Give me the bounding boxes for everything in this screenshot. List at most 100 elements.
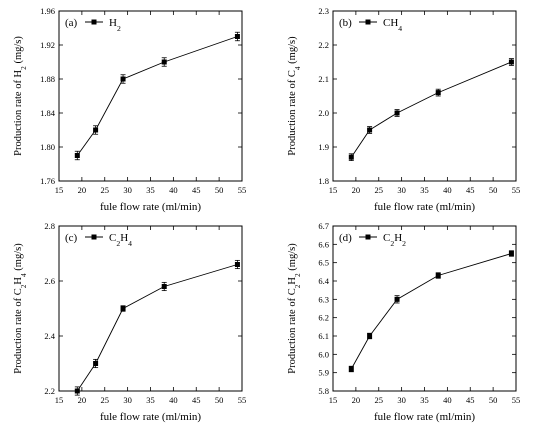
x-tick-label: 25 — [375, 185, 384, 195]
x-axis-label: fule flow rate (ml/min) — [100, 411, 201, 423]
data-point — [93, 127, 99, 133]
x-tick-label: 45 — [466, 395, 475, 405]
x-tick-label: 25 — [375, 395, 384, 405]
y-axis-label: Production rate of C2H2 (mg/s) — [287, 243, 302, 374]
data-point — [120, 306, 126, 311]
x-tick-label: 35 — [420, 395, 429, 405]
plot-frame — [332, 10, 517, 182]
x-tick-label: 20 — [352, 185, 361, 195]
data-point — [508, 59, 514, 65]
x-tick-label: 15 — [329, 395, 338, 405]
data-point — [367, 333, 373, 339]
y-tick-label: 2.0 — [318, 108, 329, 118]
x-tick-label: 30 — [123, 395, 132, 405]
plot-frame — [58, 10, 243, 182]
data-point — [435, 273, 441, 278]
legend-marker — [91, 234, 97, 240]
y-tick-label: 2.1 — [318, 74, 329, 84]
legend-label: H2 — [109, 17, 121, 33]
y-tick-label: 2.2 — [44, 386, 55, 396]
series-line — [76, 36, 238, 156]
x-tick-label: 40 — [169, 185, 178, 195]
y-tick-label: 6.3 — [318, 294, 329, 304]
data-point — [348, 154, 354, 160]
legend-label: CH4 — [383, 17, 402, 33]
x-tick-label: 45 — [192, 395, 201, 405]
chart-panel: 15 20 25 30 35 40 45 50 55 5.8 5.9 6.0 6.1 6.2 6.3 6.4 6… — [287, 221, 520, 423]
x-axis-label: fule flow rate (ml/min) — [374, 411, 475, 423]
y-tick-label: 2.4 — [44, 331, 55, 341]
legend-label: C2H4 — [109, 232, 132, 248]
y-tick-label: 1.88 — [40, 74, 55, 84]
legend-marker — [91, 19, 97, 25]
data-point — [367, 127, 373, 133]
y-tick-label: 1.92 — [40, 40, 55, 50]
x-tick-label: 45 — [192, 185, 201, 195]
x-tick-label: 50 — [489, 395, 498, 405]
x-axis-label: fule flow rate (ml/min) — [374, 201, 475, 213]
y-tick-label: 1.96 — [40, 6, 55, 16]
y-tick-label: 5.9 — [318, 368, 329, 378]
data-point — [348, 366, 354, 372]
y-tick-label: 2.3 — [318, 6, 329, 16]
x-tick-label: 50 — [215, 395, 224, 405]
x-tick-label: 40 — [169, 395, 178, 405]
x-tick-label: 20 — [352, 395, 361, 405]
y-tick-label: 1.84 — [40, 108, 56, 118]
data-point — [74, 153, 80, 158]
chart-panel: 15 20 25 30 35 40 45 50 55 1.8 1.9 2.0 2.1 2.2 2.3 (b) C… — [287, 6, 520, 213]
x-tick-label: 20 — [78, 395, 87, 405]
x-tick-label: 35 — [146, 185, 155, 195]
x-tick-label: 45 — [466, 185, 475, 195]
legend-marker — [365, 234, 371, 240]
data-point — [161, 284, 167, 289]
y-axis-label: Production rate of C2H4 (mg/s) — [13, 243, 28, 374]
panel-label: (b) — [339, 17, 352, 29]
x-tick-label: 55 — [512, 395, 521, 405]
data-point — [234, 262, 240, 267]
data-point — [93, 361, 99, 366]
chart-panel: 15 20 25 30 35 40 45 50 55 1.76 1.80 1.84 1.88 1.92 1.… — [13, 6, 246, 213]
y-tick-label: 1.8 — [318, 176, 329, 186]
legend-label: C2H2 — [383, 232, 406, 248]
panel-label: (a) — [65, 17, 78, 29]
data-point — [508, 251, 514, 256]
x-tick-label: 55 — [238, 395, 247, 405]
x-tick-label: 30 — [397, 395, 406, 405]
series-line — [76, 264, 238, 392]
plot-frame — [332, 225, 517, 392]
x-tick-label: 30 — [397, 185, 406, 195]
data-point — [394, 110, 400, 116]
y-tick-label: 1.9 — [318, 142, 329, 152]
x-tick-label: 50 — [215, 185, 224, 195]
y-tick-label: 6.4 — [318, 276, 329, 286]
x-tick-label: 35 — [420, 185, 429, 195]
data-point — [435, 90, 441, 96]
y-tick-label: 2.8 — [44, 221, 55, 231]
x-tick-label: 50 — [489, 185, 498, 195]
x-axis-label: fule flow rate (ml/min) — [100, 201, 201, 213]
data-point — [74, 388, 80, 394]
plot-frame — [58, 225, 243, 392]
y-tick-label: 6.0 — [318, 349, 329, 359]
y-axis-label: Production rate of C4 (mg/s) — [287, 36, 302, 156]
data-point — [394, 296, 400, 302]
series-line — [350, 61, 512, 158]
x-tick-label: 30 — [123, 185, 132, 195]
y-tick-label: 1.76 — [40, 176, 55, 186]
y-axis-label: Production rate of H2 (mg/s) — [13, 36, 28, 156]
panel-label: (d) — [339, 232, 352, 244]
x-tick-label: 35 — [146, 395, 155, 405]
data-point — [120, 76, 126, 82]
y-tick-label: 6.7 — [318, 221, 329, 231]
y-tick-label: 2.6 — [44, 276, 55, 286]
data-point — [234, 34, 240, 39]
panel-label: (c) — [65, 232, 78, 244]
y-tick-label: 6.5 — [318, 258, 329, 268]
x-tick-label: 40 — [443, 185, 452, 195]
x-tick-label: 55 — [238, 185, 247, 195]
legend-marker — [365, 19, 371, 25]
x-tick-label: 15 — [55, 395, 64, 405]
series-line — [350, 253, 512, 370]
